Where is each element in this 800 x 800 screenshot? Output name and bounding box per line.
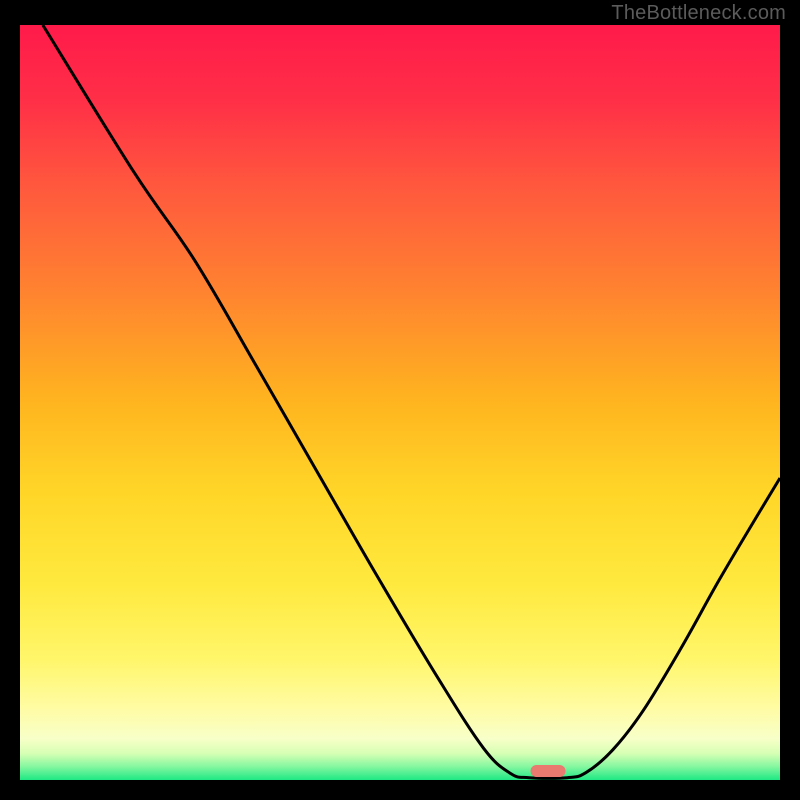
plot-frame xyxy=(20,25,780,780)
optimum-marker xyxy=(531,765,566,777)
bottleneck-curve xyxy=(43,25,780,778)
watermark-text: TheBottleneck.com xyxy=(611,2,786,25)
plot-area xyxy=(20,25,780,780)
curve-svg xyxy=(20,25,780,780)
